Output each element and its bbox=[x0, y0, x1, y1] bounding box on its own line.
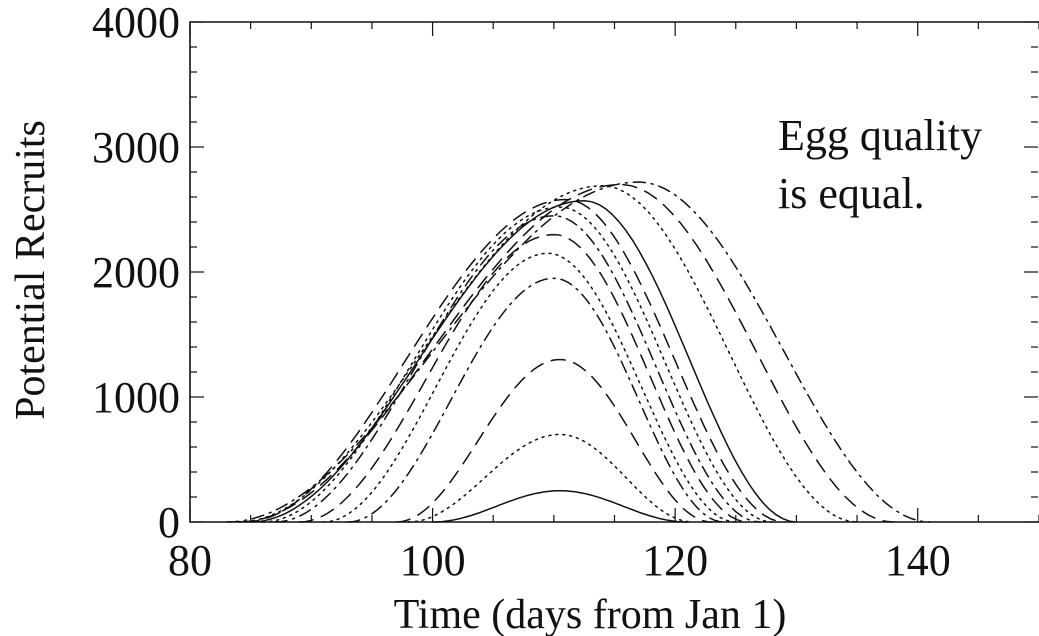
series-line-11 bbox=[237, 185, 858, 523]
plot-frame-border bbox=[189, 21, 1039, 523]
x-axis-label: Time (days from Jan 1) bbox=[394, 592, 787, 636]
y-tick-label: 3000 bbox=[92, 123, 180, 172]
series-line-3 bbox=[395, 358, 713, 523]
series-group bbox=[225, 181, 931, 523]
series-line-2 bbox=[407, 433, 695, 523]
ticks-group bbox=[189, 21, 1039, 523]
series-line-10 bbox=[249, 200, 798, 523]
y-tick-labels: 0 1000 2000 3000 4000 bbox=[92, 0, 180, 547]
series-line-9 bbox=[243, 198, 786, 523]
y-tick-label: 1000 bbox=[92, 373, 180, 422]
series-line-4 bbox=[346, 277, 725, 523]
y-tick-label: 0 bbox=[158, 498, 180, 547]
plot-frame bbox=[189, 21, 1039, 523]
series-line-7 bbox=[274, 215, 761, 523]
series-line-12 bbox=[237, 183, 895, 523]
annotation-line-2: is equal. bbox=[778, 169, 925, 218]
series-line-8 bbox=[262, 206, 773, 523]
series-line-6 bbox=[298, 233, 749, 523]
x-tick-labels: 80 100 120 140 bbox=[168, 536, 951, 585]
x-tick-label: 100 bbox=[400, 536, 466, 585]
y-tick-label: 4000 bbox=[92, 0, 180, 47]
x-tick-label: 80 bbox=[168, 536, 212, 585]
x-tick-label: 120 bbox=[642, 536, 708, 585]
series-line-13 bbox=[225, 181, 931, 523]
annotation-line-1: Egg quality bbox=[778, 111, 982, 160]
x-tick-label: 140 bbox=[885, 536, 951, 585]
series-line-5 bbox=[322, 252, 737, 523]
series-line-1 bbox=[431, 490, 689, 523]
y-tick-label: 2000 bbox=[92, 248, 180, 297]
y-axis-label: Potential Recruits bbox=[8, 120, 54, 420]
